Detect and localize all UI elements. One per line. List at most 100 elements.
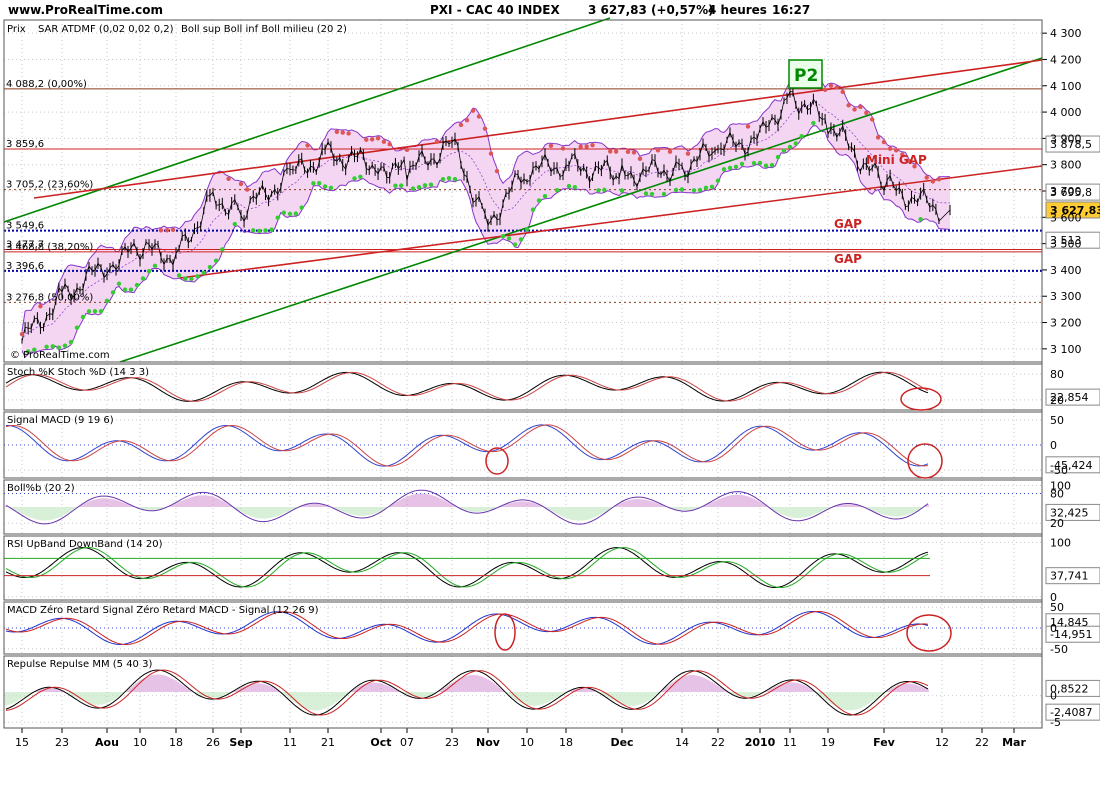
- sar-dot-up: [281, 210, 287, 215]
- sar-dot-up: [393, 183, 398, 188]
- sar-dot-up: [793, 141, 799, 146]
- price-level-label: 4 088,2 (0,00%): [6, 79, 87, 90]
- indicator-tag-box: [1045, 625, 1100, 643]
- sar-dot-down: [464, 117, 470, 123]
- x-tick-label: Fev: [873, 736, 896, 749]
- sar-dot-up: [572, 184, 578, 190]
- grid-layer: [4, 20, 1047, 733]
- red-channel-lower: [179, 165, 1043, 279]
- sar-dot-down: [852, 107, 857, 112]
- p2-box: [788, 59, 823, 89]
- sar-dot-up: [287, 211, 293, 217]
- sar-dot-up: [530, 207, 536, 212]
- sar-dot-down: [346, 131, 351, 136]
- sar-dot-down: [340, 130, 345, 135]
- sar-dot-down: [930, 179, 936, 184]
- sar-dot-down: [476, 114, 482, 119]
- sar-dot-down: [364, 137, 369, 142]
- instrument-title: PXI - CAC 40 INDEX: [430, 3, 560, 17]
- price-legend-sar: SAR ATDMF (0,02 0,02 0,2): [38, 24, 174, 35]
- sar-dot-up: [542, 193, 548, 199]
- price-tag-label: 3 513: [1050, 234, 1082, 247]
- x-tick-label: Dec: [610, 736, 633, 749]
- y-tick-label: 3 900: [1050, 132, 1082, 145]
- sar-dot-down: [637, 156, 643, 161]
- indicator-tag-box: [1045, 703, 1100, 721]
- sar-dot-up: [232, 221, 237, 227]
- sar-dot-down: [906, 158, 911, 163]
- indicator-tick-label: 50: [1050, 601, 1064, 614]
- x-tick-label: Oct: [370, 736, 391, 749]
- indicator-signal-line: [5, 669, 929, 716]
- sar-dot-up: [56, 345, 62, 350]
- sar-dot-up: [104, 298, 110, 303]
- sar-dot-up: [328, 185, 334, 191]
- sar-dot-down: [864, 110, 869, 116]
- text-layer: 15 23 Aou 10 18 26 Sep 11 21 Oct 07 23 Nov 10 18 Dec 14 2…: [6, 24, 1100, 749]
- sar-dot-up: [50, 344, 55, 349]
- sar-dot-down: [458, 122, 464, 128]
- sar-dot-down: [685, 151, 691, 156]
- sar-dot-up: [176, 273, 182, 278]
- price-tag-box: [1045, 231, 1100, 249]
- x-tick-label: 14: [675, 736, 689, 749]
- sar-dot-down: [404, 147, 410, 153]
- sar-dot-down: [584, 144, 589, 149]
- sar-dot-down: [375, 136, 381, 141]
- indicator-frame: [3, 411, 1043, 479]
- sar-dot-down: [381, 139, 387, 144]
- sar-dot-down: [488, 151, 494, 156]
- indicator-frame: [3, 363, 1043, 411]
- x-tick-label: Nov: [476, 736, 501, 749]
- sar-dot-down: [238, 181, 244, 187]
- sar-dot-up: [358, 174, 363, 180]
- sar-dot-up: [134, 282, 140, 288]
- sar-dot-up: [251, 228, 256, 233]
- mini-gap-label: Mini GAP: [866, 153, 927, 167]
- x-tick-label: 22: [975, 736, 989, 749]
- sar-dot-up: [92, 309, 98, 314]
- indicator-tag-label: -45,424: [1050, 459, 1092, 472]
- sar-dot-up: [512, 242, 518, 247]
- sar-dot-up: [524, 227, 530, 232]
- indicator-tick-label: 20: [1050, 394, 1064, 407]
- sar-dot-up: [293, 211, 299, 216]
- gap-label-upper: GAP: [834, 217, 862, 231]
- x-tick-label: 07: [400, 736, 414, 749]
- sar-dot-up: [751, 160, 757, 166]
- price-level-label: 3 705,2 (23,60%): [6, 180, 93, 191]
- sar-dot-down: [936, 177, 942, 182]
- sar-dot-up: [213, 258, 219, 263]
- indicator-tag-box: [1045, 567, 1100, 585]
- sar-dot-down: [38, 304, 43, 309]
- sar-dot-up: [416, 184, 422, 190]
- sar-dot-down: [912, 164, 917, 169]
- indicator-tag-box: [1045, 388, 1100, 406]
- y-tick-label: 3 700: [1050, 185, 1082, 198]
- indicator-legend: Boll%b (20 2): [7, 483, 75, 494]
- sar-dot-down: [590, 143, 595, 148]
- y-tick-label: 3 400: [1050, 264, 1082, 277]
- indicator-tick-label: 80: [1050, 488, 1064, 501]
- indicator-tick-label: 0: [1050, 439, 1057, 452]
- price-tag-label: 3 695,8: [1050, 186, 1092, 199]
- indicator-tick-label: 100: [1050, 479, 1071, 492]
- indicator-tag-box: [1045, 679, 1100, 697]
- indicator-legend: Signal MACD (9 19 6): [7, 415, 114, 426]
- sar-dot-up: [68, 339, 74, 345]
- sar-dot-up: [62, 343, 68, 348]
- sar-dot-up: [452, 177, 458, 182]
- sar-dot-up: [769, 162, 775, 168]
- sar-dot-up: [673, 187, 679, 193]
- sar-dot-up: [152, 263, 158, 269]
- indicator-signal-line: [5, 611, 929, 646]
- price-series-layer: [19, 77, 951, 354]
- sar-dot-up: [128, 287, 134, 292]
- indicator-tag-label: 32,425: [1050, 506, 1089, 519]
- sar-dot-up: [146, 268, 152, 274]
- price-level-label: 3 859,6: [6, 139, 44, 150]
- x-tick-label: 15: [15, 736, 29, 749]
- sar-dot-up: [269, 227, 274, 232]
- sar-dot-down: [434, 139, 440, 144]
